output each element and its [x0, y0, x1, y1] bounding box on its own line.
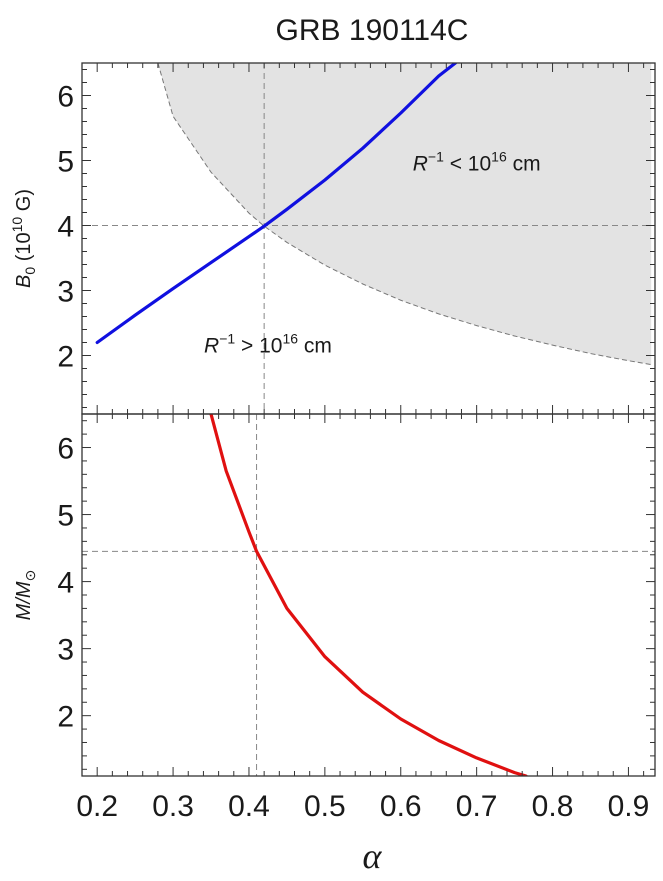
x-tick-label: 0.6 [380, 790, 422, 823]
series-line-0 [95, 63, 457, 345]
series-line-0 [209, 414, 528, 776]
y-tick-label: 4 [57, 567, 74, 600]
y-tick-label: 6 [57, 81, 74, 114]
annotation-sup: −1 [219, 330, 235, 346]
shaded-region [157, 63, 652, 365]
annotation-1: R−1 > 1016 cm [204, 330, 332, 357]
annotation-base: R [413, 152, 428, 175]
y-axis-label-main: B [13, 275, 35, 288]
y-axis-label-unit: G) [13, 189, 35, 217]
annotation-0: R−1 < 1016 cm [413, 148, 541, 175]
x-tick-label: 0.9 [608, 790, 650, 823]
y-tick-label: 6 [57, 433, 74, 466]
annotation-exp: 16 [491, 148, 507, 164]
x-axis-label: α [363, 836, 383, 876]
annotation-mid: < 10 [444, 152, 491, 175]
annotation-exp: 16 [282, 330, 298, 346]
y-tick-label: 3 [57, 634, 74, 667]
x-tick-label: 0.5 [304, 790, 346, 823]
plot-area [82, 63, 655, 414]
annotation-tail: cm [298, 334, 332, 357]
y-axis-label: B0 (1010 G) [9, 189, 38, 288]
annotation-tail: cm [507, 152, 541, 175]
bottom-panel: 2 3 4 5 6 0.2 0.3 0.4 0.5 0.6 0.7 0.8 0.9 M/M⊙ [13, 413, 656, 823]
chart-title: GRB 190114C [276, 14, 469, 47]
y-tick-label: 4 [57, 211, 74, 244]
y-axis-label-exp: 10 [9, 217, 25, 233]
y-tick-label: 2 [57, 701, 74, 734]
y-axis-label-sub: 0 [22, 267, 38, 275]
y-tick-label: 2 [57, 341, 74, 374]
y-axis-label: M/M⊙ [13, 570, 38, 621]
x-tick-label: 0.3 [152, 790, 194, 823]
y-tick-label: 5 [57, 500, 74, 533]
y-axis-label-rest: (10 [13, 232, 35, 266]
annotation-mid: > 10 [235, 334, 282, 357]
y-tick-label: 5 [57, 146, 74, 179]
shaded-boundary [157, 63, 652, 366]
y-tick-label: 3 [57, 276, 74, 309]
x-tick-label: 0.8 [532, 790, 574, 823]
annotation-sup: −1 [428, 148, 444, 164]
x-tick-label: 0.4 [228, 790, 270, 823]
x-tick-label: 0.2 [76, 790, 118, 823]
plot-area [82, 414, 655, 776]
x-tick-label: 0.7 [456, 790, 498, 823]
plot-frame [81, 413, 656, 777]
annotation-base: R [204, 334, 219, 357]
y-axis-label-main: M/M [13, 581, 35, 620]
y-axis-label-sub: ⊙ [22, 570, 38, 582]
